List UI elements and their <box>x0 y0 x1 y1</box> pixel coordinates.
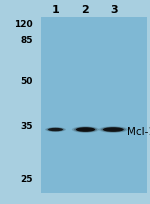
Ellipse shape <box>45 127 66 132</box>
Ellipse shape <box>76 127 95 132</box>
Bar <box>40 17 147 193</box>
Text: 3: 3 <box>110 5 118 15</box>
Text: 1: 1 <box>52 5 59 15</box>
Text: 35: 35 <box>21 122 33 131</box>
Ellipse shape <box>103 127 124 132</box>
Text: 120: 120 <box>14 20 33 29</box>
Ellipse shape <box>74 127 97 132</box>
Text: Mcl-1: Mcl-1 <box>127 126 150 137</box>
Text: 85: 85 <box>21 36 33 45</box>
Text: 2: 2 <box>82 5 89 15</box>
Ellipse shape <box>46 128 64 132</box>
Ellipse shape <box>72 126 99 133</box>
Text: 50: 50 <box>21 77 33 86</box>
Text: 25: 25 <box>21 175 33 184</box>
Ellipse shape <box>101 127 126 132</box>
Ellipse shape <box>99 126 128 133</box>
Ellipse shape <box>48 128 63 131</box>
